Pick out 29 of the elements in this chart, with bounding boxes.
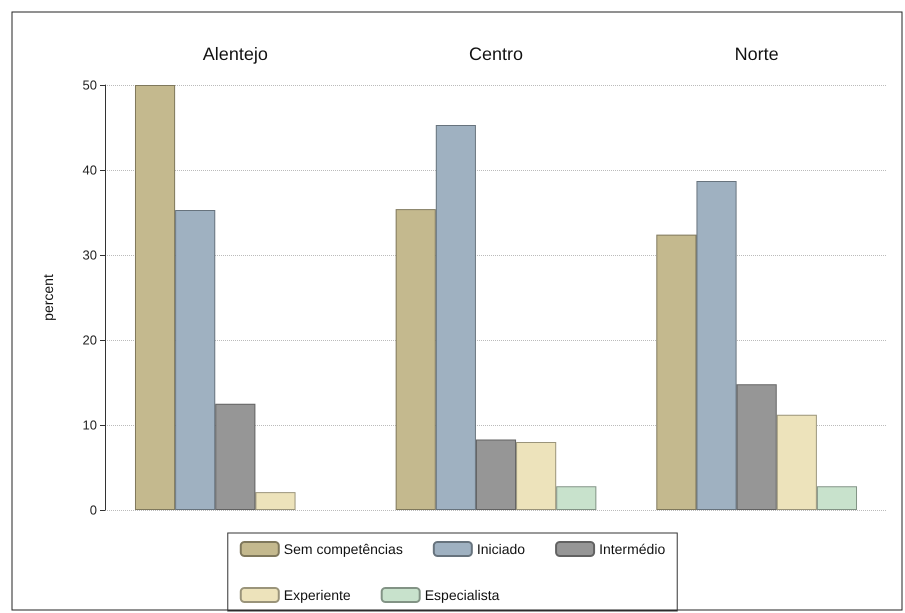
- bar: [215, 404, 256, 510]
- legend-label: Especialista: [424, 587, 500, 603]
- bar: [696, 181, 737, 510]
- bar: [134, 85, 176, 510]
- y-tick-label: 0: [90, 502, 97, 518]
- bar: [816, 486, 858, 510]
- legend-label: Sem competências: [284, 541, 403, 557]
- x-tick-label: Centro: [468, 44, 524, 64]
- y-tick-label: 10: [82, 418, 97, 432]
- bar: [436, 124, 476, 510]
- legend-label: Iniciado: [476, 541, 526, 557]
- bar: [736, 384, 777, 510]
- bar: [556, 486, 596, 510]
- y-axis-title: percent: [40, 274, 56, 321]
- bar: [476, 439, 516, 510]
- bar: [656, 234, 696, 510]
- bar: [396, 209, 436, 510]
- bar: [255, 492, 296, 510]
- legend-label: Intermédio: [599, 541, 666, 557]
- bar: [776, 414, 817, 510]
- y-tick-label: 20: [82, 332, 97, 348]
- bar: [516, 442, 556, 510]
- y-tick-label: 50: [82, 78, 97, 92]
- bar: [175, 210, 216, 510]
- x-tick-label: Norte: [734, 44, 779, 64]
- legend-label: Experiente: [284, 587, 351, 603]
- y-tick-label: 40: [82, 162, 97, 178]
- y-tick-label: 30: [82, 248, 97, 262]
- x-tick-label: Alentejo: [202, 44, 268, 64]
